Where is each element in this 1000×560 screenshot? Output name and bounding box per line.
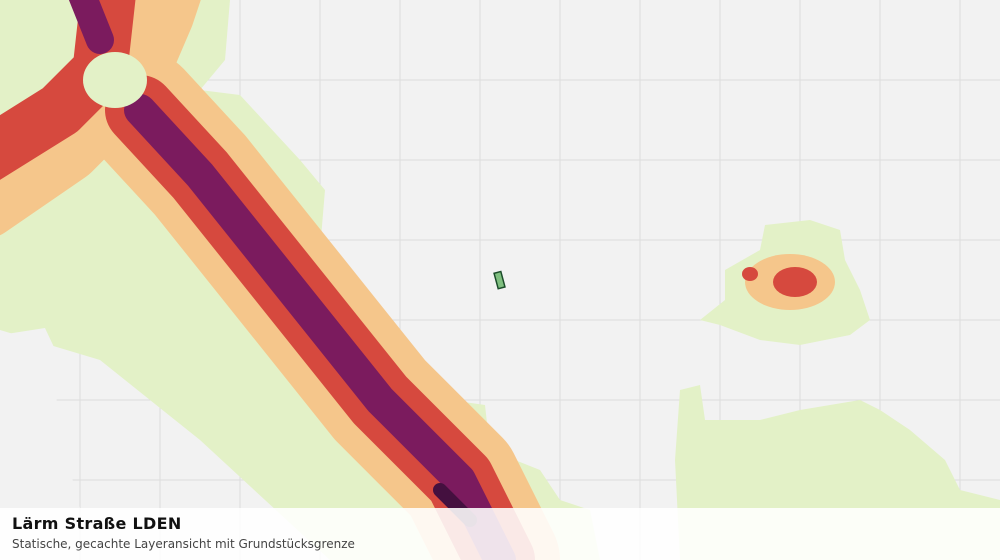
noise-zone-high bbox=[742, 267, 758, 281]
footer: Lärm Straße LDEN Statische, gecachte Lay… bbox=[0, 508, 1000, 560]
layer-title: Lärm Straße LDEN bbox=[12, 514, 182, 533]
noise-zone-high bbox=[773, 267, 817, 297]
parcel-boundary bbox=[493, 270, 506, 290]
layer-subtitle: Statische, gecachte Layeransicht mit Gru… bbox=[12, 537, 355, 551]
noise-zone-low bbox=[83, 52, 147, 108]
